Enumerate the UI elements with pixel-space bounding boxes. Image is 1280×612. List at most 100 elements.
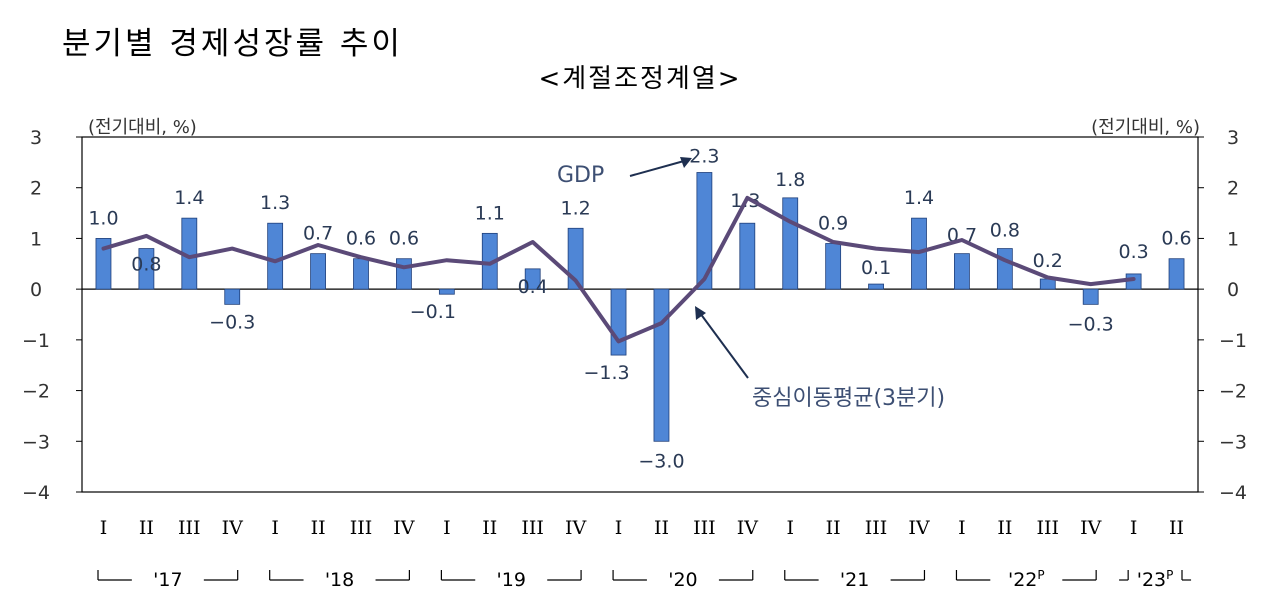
gdp-bar [567, 227, 584, 290]
gdp-data-label: 0.6 [346, 228, 376, 250]
quarter-label: IV [565, 517, 587, 539]
gdp-data-label: −0.1 [410, 301, 456, 323]
quarter-label: I [271, 517, 279, 539]
gdp-data-label: −0.3 [1068, 313, 1114, 335]
gdp-data-label: 0.8 [990, 220, 1020, 242]
quarter-label: I [786, 517, 794, 539]
gdp-bar [95, 238, 112, 290]
gdp-bar [653, 288, 670, 442]
gdp-bar [396, 258, 412, 290]
quarter-label: III [693, 517, 716, 539]
gdp-annotation-label: GDP [557, 163, 604, 188]
moving-average-annotation-arrow [699, 312, 749, 379]
gdp-bar [696, 172, 713, 290]
gdp-data-label: 2.3 [689, 146, 719, 168]
y-tick-label-right: −4 [1219, 482, 1247, 504]
y-tick-label-left: −2 [22, 381, 50, 403]
gdp-data-label: 0.9 [818, 213, 848, 235]
y-tick-label-right: −1 [1219, 330, 1247, 352]
gdp-bar [353, 258, 369, 290]
gdp-data-label: 1.3 [260, 192, 290, 214]
gdp-bar [1168, 258, 1185, 290]
year-group-label: '20 [668, 569, 697, 591]
y-tick-label-left: 3 [30, 127, 42, 149]
y-tick-label-right: 2 [1227, 178, 1239, 200]
y-tick-label-left: 2 [30, 178, 42, 200]
y-tick-label-left: −3 [22, 431, 50, 453]
quarter-label: IV [1080, 517, 1102, 539]
gdp-data-label: −0.3 [209, 311, 255, 333]
y-tick-label-right: 3 [1227, 127, 1239, 149]
year-group-label: '22P [1008, 568, 1045, 591]
gdp-data-label: 1.1 [475, 202, 505, 224]
quarter-label: III [865, 517, 888, 539]
gdp-data-label: 0.2 [1033, 250, 1063, 272]
quarter-label: IV [222, 517, 244, 539]
gdp-bar [224, 288, 241, 305]
moving-average-arrow-head [695, 306, 706, 320]
gdp-bar [1082, 288, 1099, 305]
quarter-label: III [1037, 517, 1060, 539]
gdp-data-label: 0.6 [1161, 228, 1191, 250]
gdp-data-label: 0.7 [303, 223, 333, 245]
gdp-data-label: 0.6 [389, 228, 419, 250]
gdp-arrow-head [680, 157, 692, 168]
quarter-label: IV [737, 517, 759, 539]
y-tick-label-left: 0 [30, 279, 42, 301]
quarter-label: IV [908, 517, 930, 539]
year-group-label: '23P [1137, 568, 1174, 591]
y-tick-label-left: −1 [22, 330, 50, 352]
quarter-label: I [443, 517, 451, 539]
gdp-data-label: 0.4 [518, 276, 548, 298]
quarter-label: I [100, 517, 108, 539]
y-tick-label-left: 1 [30, 228, 42, 250]
gdp-bar [996, 248, 1013, 290]
gdp-bar [524, 268, 541, 290]
gdp-bar [782, 197, 799, 290]
y-tick-label-right: −2 [1219, 381, 1247, 403]
quarter-label: III [521, 517, 544, 539]
gdp-data-label: 1.0 [88, 207, 118, 229]
quarter-label: I [1130, 517, 1138, 539]
gdp-data-label: 0.1 [861, 257, 891, 279]
gdp-bar [739, 222, 756, 290]
year-group-label: '17 [153, 569, 182, 591]
gdp-bar [138, 248, 155, 290]
y-tick-label-right: 0 [1227, 279, 1239, 301]
gdp-data-label: 1.2 [561, 197, 591, 219]
y-tick-label-left: −4 [22, 482, 50, 504]
gdp-bar [438, 288, 455, 295]
quarter-label: I [615, 517, 623, 539]
year-group-label: '18 [325, 569, 354, 591]
year-group-label: '19 [497, 569, 526, 591]
moving-average-line [101, 195, 1136, 344]
quarter-label: III [350, 517, 373, 539]
year-group-label: '21 [840, 569, 869, 591]
quarter-label: II [482, 517, 497, 539]
gdp-bar [825, 243, 842, 290]
moving-average-annotation-label: 중심이동평균(3분기) [752, 386, 945, 411]
quarter-label: II [997, 517, 1012, 539]
chart-subtitle: <계절조정계열> [538, 64, 742, 94]
gdp-bar [954, 253, 970, 290]
gdp-bar [310, 253, 326, 290]
gdp-annotation-arrow [629, 160, 685, 177]
quarter-label: II [654, 517, 669, 539]
gdp-data-label: 1.4 [904, 187, 934, 209]
gdp-bar [267, 222, 284, 290]
y-tick-label-right: 1 [1227, 228, 1239, 250]
gdp-data-label: −3.0 [638, 450, 684, 472]
quarter-label: II [139, 517, 154, 539]
quarter-label: IV [393, 517, 415, 539]
quarter-label: I [958, 517, 966, 539]
quarter-label: II [1169, 517, 1184, 539]
y-tick-label-right: −3 [1219, 431, 1247, 453]
quarter-label: II [826, 517, 841, 539]
quarter-label: II [311, 517, 326, 539]
gdp-bar [868, 283, 884, 290]
left-axis-unit: (전기대비, %) [88, 117, 197, 138]
gdp-data-label: 1.8 [775, 169, 805, 191]
plot-frame [81, 136, 1199, 493]
